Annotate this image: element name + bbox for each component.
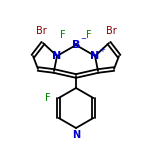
Text: F: F — [86, 30, 92, 40]
Text: N: N — [72, 130, 80, 140]
Text: +: + — [99, 47, 105, 53]
Text: B: B — [72, 40, 80, 50]
Text: −: − — [80, 36, 86, 42]
Text: Br: Br — [36, 26, 46, 36]
Text: F: F — [60, 30, 66, 40]
Text: N: N — [52, 51, 62, 61]
Text: N: N — [90, 51, 100, 61]
Text: Br: Br — [106, 26, 116, 36]
Text: F: F — [45, 93, 50, 103]
